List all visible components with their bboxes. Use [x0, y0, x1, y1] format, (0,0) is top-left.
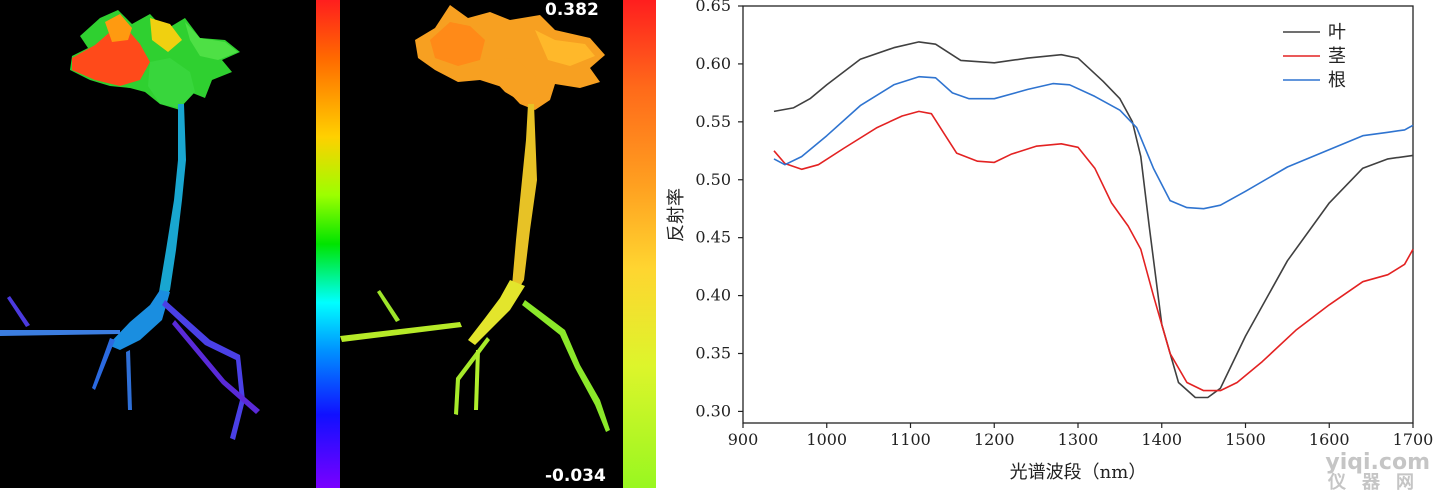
y-tick-label: 0.40: [695, 286, 731, 305]
root-reflectance-image: [0, 0, 316, 488]
y-tick-label: 0.50: [695, 170, 731, 189]
legend-label: 茎: [1328, 46, 1346, 67]
x-axis: 900 1000 1100 1200 1300 1400 1500 1600 1700: [728, 423, 1434, 449]
x-tick-label: 1700: [1393, 430, 1434, 449]
x-axis-label: 光谱波段（nm）: [1010, 462, 1147, 483]
watermark-line2: 仪器网: [1325, 474, 1430, 492]
plant-image-index: [340, 0, 623, 488]
series-line-1: [774, 111, 1413, 390]
y-tick-label: 0.35: [695, 344, 731, 363]
watermark-line1: yiqi.com: [1325, 452, 1430, 474]
x-tick-label: 1100: [890, 430, 931, 449]
stem-index-image: 0.382 -0.034: [340, 0, 623, 488]
y-tick-label: 0.65: [695, 0, 731, 15]
y-axis: 0.30 0.35 0.40 0.45 0.50 0.55 0.60 0.65: [695, 0, 743, 420]
colorbar-min-label: -0.034: [545, 466, 606, 486]
x-tick-label: 1300: [1058, 430, 1099, 449]
y-tick-label: 0.30: [695, 401, 731, 420]
colorbar-index: [623, 0, 656, 488]
x-tick-label: 1600: [1309, 430, 1350, 449]
x-tick-label: 1200: [974, 430, 1015, 449]
y-axis-label: 反射率: [666, 188, 687, 242]
plant-image-rainbow: [0, 0, 316, 488]
x-tick-label: 1000: [806, 430, 847, 449]
colorbar-max-label: 0.382: [545, 0, 599, 20]
plot-frame: [743, 6, 1413, 423]
y-tick-label: 0.45: [695, 228, 731, 247]
y-tick-label: 0.60: [695, 54, 731, 73]
watermark: yiqi.com 仪器网: [1325, 452, 1430, 492]
legend-label: 叶: [1328, 22, 1346, 43]
colorbar-rainbow: [316, 0, 340, 488]
legend-label: 根: [1328, 70, 1346, 91]
legend: 叶茎根: [1283, 22, 1346, 91]
y-tick-label: 0.55: [695, 112, 731, 131]
x-tick-label: 1500: [1225, 430, 1266, 449]
series-lines: [774, 42, 1413, 398]
x-tick-label: 900: [728, 430, 759, 449]
x-tick-label: 1400: [1141, 430, 1182, 449]
series-line-2: [774, 77, 1413, 209]
reflectance-chart: 900 1000 1100 1200 1300 1400 1500 1600 1700 0.30…: [656, 0, 1434, 492]
